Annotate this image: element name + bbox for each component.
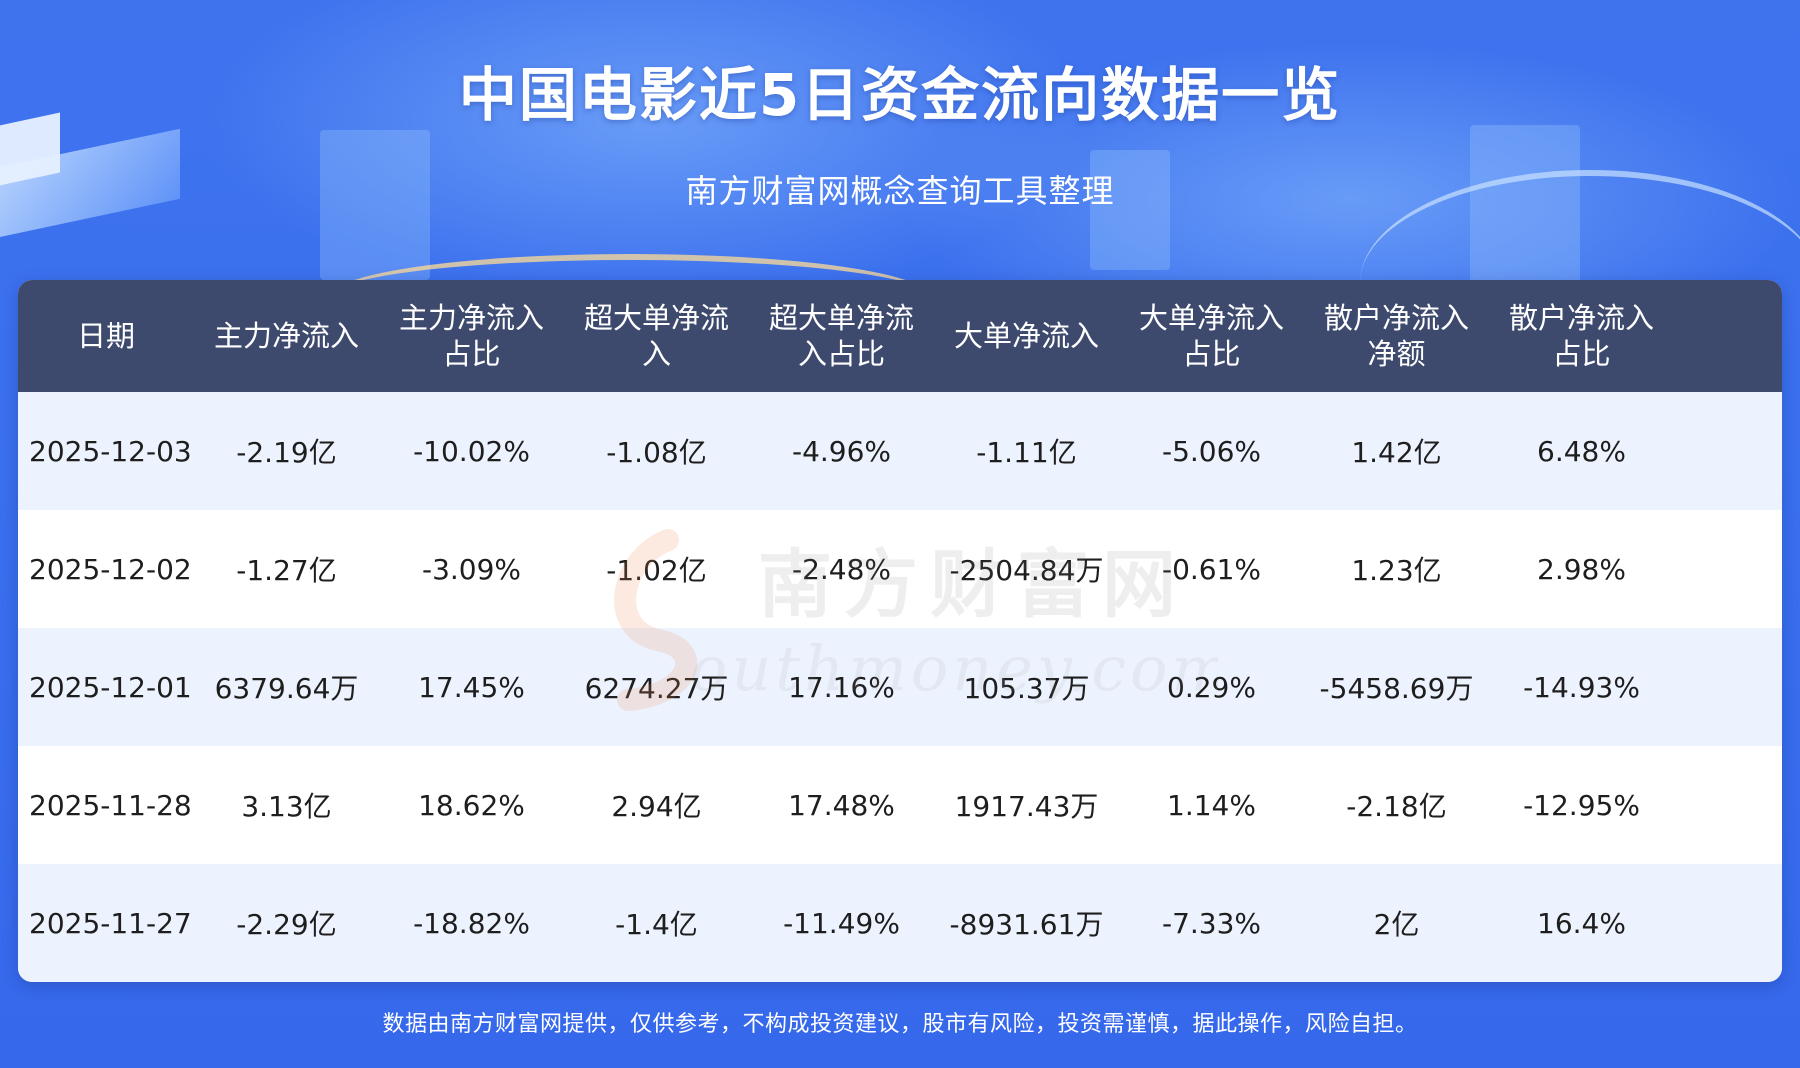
value-cell: 17.45% (379, 628, 564, 746)
date-cell: 2025-11-27 (18, 864, 194, 982)
column-header-2: 主力净流入 占比 (379, 280, 564, 392)
table-row: 2025-12-02 -1.27亿 -3.09% -1.02亿 -2.48% -2504.… (18, 510, 1782, 628)
column-header-line: 散户净流入 (1508, 301, 1654, 335)
value-cell: 2亿 (1304, 864, 1489, 982)
column-header-line: 大单净流入 (953, 319, 1099, 353)
page-title: 中国电影近5日资金流向数据一览 (458, 61, 1342, 129)
date-cell: 2025-12-02 (18, 510, 194, 628)
fund-flow-table: 日期 主力净流入 主力净流入 占比 超大单净流入超大单净流 入占比 大单净流入 大单净流入 占比… (18, 280, 1782, 982)
row-spacer (1674, 510, 1782, 628)
column-header-5: 大单净流入 (934, 280, 1119, 392)
value-cell: -11.49% (749, 864, 934, 982)
column-header-0: 日期 (18, 280, 194, 392)
column-header-8: 散户净流入 占比 (1489, 280, 1674, 392)
page-subtitle: 南方财富网概念查询工具整理 (685, 172, 1115, 210)
table-row: 2025-12-01 6379.64万 17.45% 6274.27万 17.16% 10… (18, 628, 1782, 746)
table-body: 2025-12-03 -2.19亿 -10.02% -1.08亿 -4.96% -1.11… (18, 392, 1782, 982)
column-header-line: 超大单净流 (583, 301, 729, 335)
value-cell: -2504.84万 (934, 510, 1119, 628)
value-cell: 2.98% (1489, 510, 1674, 628)
value-cell: -18.82% (379, 864, 564, 982)
row-spacer (1674, 392, 1782, 510)
value-cell: 1917.43万 (934, 746, 1119, 864)
value-cell: -1.08亿 (564, 392, 749, 510)
column-header-line: 大单净流入 (1138, 301, 1284, 335)
column-header-line: 主力净流入 (213, 319, 359, 353)
column-header-line: 占比 (442, 337, 501, 371)
value-cell: -2.29亿 (194, 864, 379, 982)
value-cell: 1.14% (1119, 746, 1304, 864)
row-spacer (1674, 628, 1782, 746)
disclaimer-footer: 数据由南方财富网提供，仅供参考，不构成投资建议，股市有风险，投资需谨慎，据此操作… (382, 1012, 1418, 1037)
value-cell: 0.29% (1119, 628, 1304, 746)
column-header-6: 大单净流入 占比 (1119, 280, 1304, 392)
column-header-line: 散户净流入 (1323, 301, 1469, 335)
column-header-line: 超大单净流 (768, 301, 914, 335)
column-header-spacer (1674, 280, 1782, 392)
value-cell: -14.93% (1489, 628, 1674, 746)
value-cell: -10.02% (379, 392, 564, 510)
value-cell: 17.48% (749, 746, 934, 864)
column-header-line: 入占比 (797, 337, 885, 371)
table-row: 2025-11-28 3.13亿 18.62% 2.94亿 17.48% 1917.43万… (18, 746, 1782, 864)
value-cell: 1.23亿 (1304, 510, 1489, 628)
value-cell: 6.48% (1489, 392, 1674, 510)
column-header-7: 散户净流入 净额 (1304, 280, 1489, 392)
value-cell: -1.4亿 (564, 864, 749, 982)
value-cell: -2.18亿 (1304, 746, 1489, 864)
value-cell: -7.33% (1119, 864, 1304, 982)
row-spacer (1674, 864, 1782, 982)
value-cell: -12.95% (1489, 746, 1674, 864)
value-cell: -0.61% (1119, 510, 1304, 628)
date-cell: 2025-12-03 (18, 392, 194, 510)
column-header-line: 日期 (76, 319, 135, 353)
value-cell: -4.96% (749, 392, 934, 510)
value-cell: -3.09% (379, 510, 564, 628)
column-header-line: 占比 (1552, 337, 1611, 371)
column-header-line: 净额 (1367, 337, 1426, 371)
date-cell: 2025-11-28 (18, 746, 194, 864)
column-header-line: 主力净流入 (398, 301, 544, 335)
value-cell: 18.62% (379, 746, 564, 864)
value-cell: -1.02亿 (564, 510, 749, 628)
table-row: 2025-11-27 -2.29亿 -18.82% -1.4亿 -11.49% -8931… (18, 864, 1782, 982)
value-cell: 6274.27万 (564, 628, 749, 746)
column-header-line: 占比 (1182, 337, 1241, 371)
table-header-row: 日期 主力净流入 主力净流入 占比 超大单净流入超大单净流 入占比 大单净流入 大单净流入 占比… (18, 280, 1782, 392)
column-header-line: 入 (641, 337, 671, 371)
fund-flow-table-card: 日期 主力净流入 主力净流入 占比 超大单净流入超大单净流 入占比 大单净流入 大单净流入 占比… (18, 280, 1782, 982)
value-cell: 17.16% (749, 628, 934, 746)
value-cell: 105.37万 (934, 628, 1119, 746)
column-header-3: 超大单净流入 (564, 280, 749, 392)
date-cell: 2025-12-01 (18, 628, 194, 746)
value-cell: -2.19亿 (194, 392, 379, 510)
value-cell: -1.11亿 (934, 392, 1119, 510)
value-cell: 3.13亿 (194, 746, 379, 864)
value-cell: 16.4% (1489, 864, 1674, 982)
value-cell: -8931.61万 (934, 864, 1119, 982)
table-row: 2025-12-03 -2.19亿 -10.02% -1.08亿 -4.96% -1.11… (18, 392, 1782, 510)
row-spacer (1674, 746, 1782, 864)
column-header-1: 主力净流入 (194, 280, 379, 392)
value-cell: 6379.64万 (194, 628, 379, 746)
value-cell: -5.06% (1119, 392, 1304, 510)
value-cell: -1.27亿 (194, 510, 379, 628)
value-cell: 1.42亿 (1304, 392, 1489, 510)
value-cell: -5458.69万 (1304, 628, 1489, 746)
header-decoration (0, 0, 1800, 300)
value-cell: -2.48% (749, 510, 934, 628)
value-cell: 2.94亿 (564, 746, 749, 864)
column-header-4: 超大单净流 入占比 (749, 280, 934, 392)
